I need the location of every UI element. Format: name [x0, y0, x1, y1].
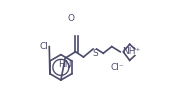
Text: S: S — [92, 49, 98, 58]
Text: HN: HN — [58, 60, 72, 69]
Text: NH⁺: NH⁺ — [123, 47, 141, 56]
Text: Cl: Cl — [40, 42, 48, 51]
Text: Cl⁻: Cl⁻ — [110, 63, 124, 72]
Text: O: O — [68, 14, 75, 23]
